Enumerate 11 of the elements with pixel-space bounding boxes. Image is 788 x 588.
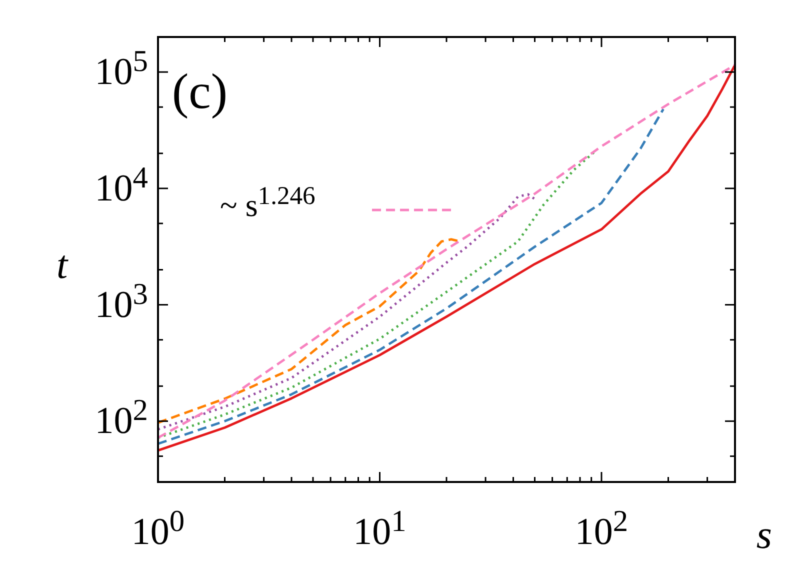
x-tick-label: 10$^{2}$ — [574, 504, 628, 553]
y-tick-label: 10$^{3}$ — [94, 276, 148, 326]
y-tick-label: 10$^{2}$ — [94, 392, 148, 442]
y-tick-label: 10$^{4}$ — [94, 160, 148, 210]
legend-label: ~ s$^{1.246}$ — [220, 181, 316, 223]
x-tick-label: 10$^{0}$ — [131, 504, 185, 553]
x-tick-label: 10$^{1}$ — [353, 504, 406, 553]
x-axis-title: s — [756, 512, 772, 557]
y-tick-label: 10$^{5}$ — [94, 44, 148, 94]
y-axis-title: t — [56, 242, 68, 287]
annotation: (c) — [172, 63, 228, 119]
